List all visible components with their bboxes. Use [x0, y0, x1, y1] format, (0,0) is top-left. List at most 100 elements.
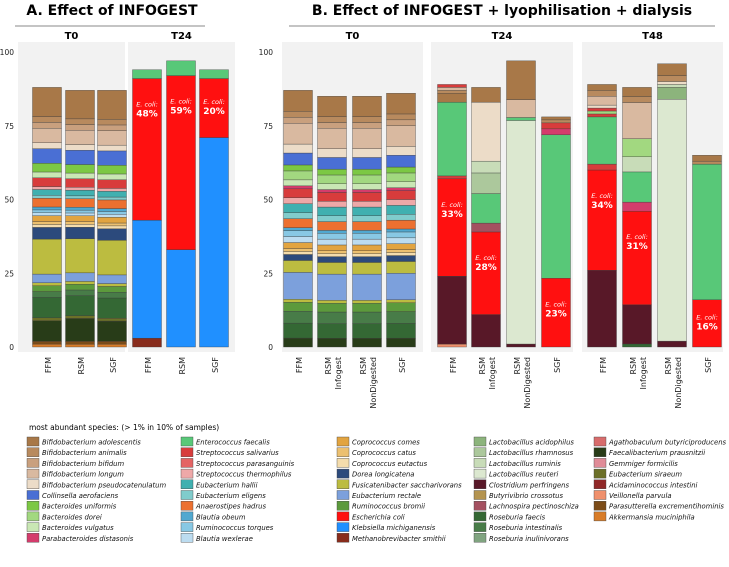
legend-item: Acidaminococcus intestini	[593, 479, 698, 489]
legend-item: Eubacterium eligens	[180, 490, 266, 500]
ecoli-annotation-value: 48%	[136, 110, 158, 120]
legend-swatch-ruminococcus-torques	[180, 522, 194, 532]
bar-segment-bifidobacterium-adolescentis	[541, 116, 571, 121]
bar-segment-blautia-wexlerae	[352, 238, 382, 246]
bar-segment-methanobrevibacter-smithii	[132, 337, 162, 348]
legend-label: Streptococcus salivarius	[196, 449, 279, 457]
bar-segment-bifidobacterium-bifidum	[386, 119, 416, 126]
bar-segment-coprococcus-catus	[97, 222, 127, 227]
bar-segment-faecalibacterium-prausnitzii	[386, 337, 416, 348]
bar-segment-streptococcus-thermophilus	[65, 187, 95, 191]
bar-segment-bifidobacterium-bifidum	[352, 122, 382, 129]
legend-label: Enterococcus faecalis	[196, 439, 270, 447]
bar-segment-fusicatenibacter-saccharivorans	[386, 299, 416, 303]
x-label-line: NonDigested	[523, 357, 532, 409]
bar-segment-bifidobacterium-animalis	[437, 90, 467, 94]
x-label-line: SGF	[398, 357, 407, 373]
panel-A: A. Effect of INFOGEST 0 25 50 75 100 T0 FFM RSM S…	[0, 3, 235, 375]
legend-swatch-lactobacillus-rhamnosus	[473, 447, 487, 457]
bar-segment-lactobacillus-ruminis	[657, 84, 687, 88]
legend-label: Parabacteroides distasonis	[42, 535, 134, 543]
bar-segment-parasutterella-excrementihominis	[32, 340, 62, 345]
bar-segment-fusicatenibacter-saccharivorans	[352, 262, 382, 275]
bar-segment-veillonella-parvula	[437, 343, 467, 348]
bar-segment-faecalibacterium-prausnitzii	[97, 320, 127, 342]
ecoli-annotation-label: E. coli:	[203, 98, 225, 106]
bar-segment-bifidobacterium-adolescentis	[657, 63, 687, 76]
legend-item: Gemmiger formicilis	[593, 458, 678, 468]
bar-segment-enterococcus-faecalis	[437, 101, 467, 177]
bar-segment-streptococcus-salivarius	[587, 113, 617, 118]
legend-item: Roseburia faecis	[473, 511, 546, 521]
y-tick-label: 50	[4, 196, 14, 205]
bar-segment-streptococcus-salivarius	[352, 192, 382, 202]
bar-segment-parasutterella-excrementihominis	[65, 341, 95, 345]
legend-label: Escherichia coli	[352, 513, 405, 521]
bar-segment-dorea-longicatena	[32, 227, 62, 240]
bar-segment-ruminococcus-torques	[283, 230, 313, 237]
y-tick-label: 75	[4, 122, 14, 131]
legend-label: Parasutterella excrementihominis	[609, 503, 724, 511]
legend: most abundant species: (> 1% in 10% of s…	[26, 423, 726, 543]
bar-segment-fusicatenibacter-saccharivorans	[386, 261, 416, 274]
bar-segment-bacteroides-vulgatus	[352, 183, 382, 190]
bar-segment-collinsella-aerofaciens	[317, 157, 347, 170]
bar-segment-blautia-obeum	[65, 207, 95, 211]
bar-segment-coprococcus-eutactus	[386, 252, 416, 256]
legend-swatch-bifidobacterium-animalis	[26, 447, 40, 457]
bar-segment-coprococcus-eutactus	[32, 224, 62, 228]
bar-segment-eubacterium-eligens	[352, 215, 382, 222]
x-label-line: Infogest	[334, 357, 343, 389]
y-tick-label: 100	[259, 48, 274, 57]
bar-segment-bifidobacterium-longum	[622, 102, 652, 139]
bar-segment-coprococcus-comes	[65, 215, 95, 222]
bar-segment-fusicatenibacter-saccharivorans	[32, 282, 62, 286]
legend-swatch-coprococcus-eutactus	[336, 458, 350, 468]
bar-segment-streptococcus-salivarius	[587, 107, 617, 112]
bar-segment-bifidobacterium-pseudocatenulatum	[386, 146, 416, 156]
x-tick-label: FFM	[295, 357, 304, 373]
bar-segment-parasutterella-excrementihominis	[97, 341, 127, 345]
bar-segment-anaerostipes-hadrus	[317, 221, 347, 231]
panel-title: A. Effect of INFOGEST	[26, 3, 198, 19]
bar-segment-bacteroides-dorei	[283, 170, 313, 181]
legend-label: Roseburia intestinalis	[489, 524, 563, 532]
x-label-line: SGF	[704, 357, 713, 373]
x-tick-label: RSMInfogest	[478, 357, 497, 390]
legend-swatch-bifidobacterium-longum	[26, 468, 40, 479]
bar-segment-bifidobacterium-animalis	[657, 75, 687, 82]
legend-swatch-methanobrevibacter-smithii	[336, 533, 350, 543]
bar-segment-bifidobacterium-pseudocatenulatum	[317, 148, 347, 158]
x-tick-label: SGF	[211, 357, 220, 373]
legend-item: Klebsiella michiganensis	[336, 522, 436, 532]
bar-segment-coprococcus-comes	[386, 243, 416, 250]
legend-item: Ruminococcus torques	[180, 522, 274, 532]
bar-segment-streptococcus-salivarius	[97, 179, 127, 189]
ecoli-annotation-value: 31%	[626, 242, 648, 252]
legend-swatch-escherichia-coli	[336, 511, 350, 522]
x-tick-label: FFM	[144, 357, 153, 373]
bar-segment-ruminococcus-bromii	[386, 302, 416, 312]
bar-segment-coprococcus-eutactus	[283, 251, 313, 255]
bar-segment-streptococcus-salivarius	[283, 188, 313, 198]
bar-segment-coprococcus-catus	[32, 221, 62, 225]
bar-segment-bifidobacterium-animalis	[692, 160, 722, 165]
bar-segment-fusicatenibacter-saccharivorans	[352, 300, 382, 304]
legend-item: Bacteroides dorei	[26, 511, 102, 521]
bar-sgf: E. coli:23%	[541, 116, 571, 348]
legend-item: Faecalibacterium prausnitzii	[593, 447, 705, 457]
legend-item: Lactobacillus ruminis	[473, 458, 561, 468]
bar-sgf	[97, 90, 127, 348]
legend-swatch-enterococcus-faecalis	[180, 436, 194, 447]
bar-segment-bifidobacterium-bifidum	[97, 124, 127, 131]
legend-label: Butyrivibrio crossotus	[489, 492, 563, 500]
legend-swatch-bifidobacterium-pseudocatenulatum	[26, 479, 40, 489]
bar-segment-eubacterium-rectale	[386, 273, 416, 300]
legend-label: Faecalibacterium prausnitzii	[609, 449, 705, 457]
bar-segment-anaerostipes-hadrus	[352, 221, 382, 231]
legend-swatch-streptococcus-parasanguinis	[180, 458, 194, 468]
bar-segment-coprococcus-eutactus	[317, 253, 347, 257]
bar-segment-fusicatenibacter-saccharivorans	[97, 283, 127, 287]
